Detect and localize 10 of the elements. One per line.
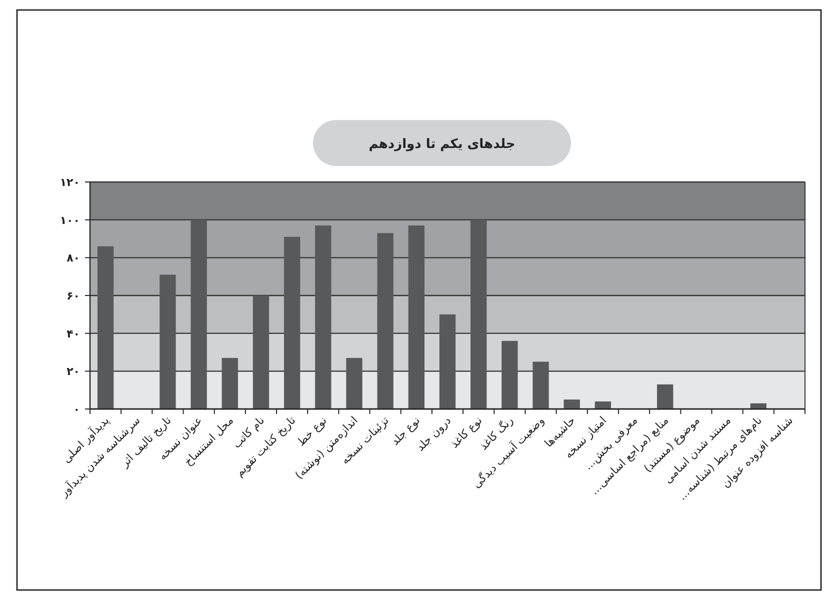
y-tick-label: ۸۰	[66, 252, 80, 265]
y-tick-label: ۱۰۰	[60, 214, 80, 227]
chart-title: جلدهای یکم تا دوازدهم	[368, 137, 516, 152]
y-tick-label: ۴۰	[66, 327, 80, 340]
y-tick-label: ۱۲۰	[60, 176, 80, 189]
y-tick-label: ۶۰	[66, 290, 80, 302]
x-tick-label: نوع خط	[294, 414, 330, 449]
title: جلدهای یکم تا دوازدهم	[313, 120, 571, 166]
y-tick-label: ۲۰	[66, 365, 80, 378]
y-tick-label: ۰	[73, 403, 80, 416]
